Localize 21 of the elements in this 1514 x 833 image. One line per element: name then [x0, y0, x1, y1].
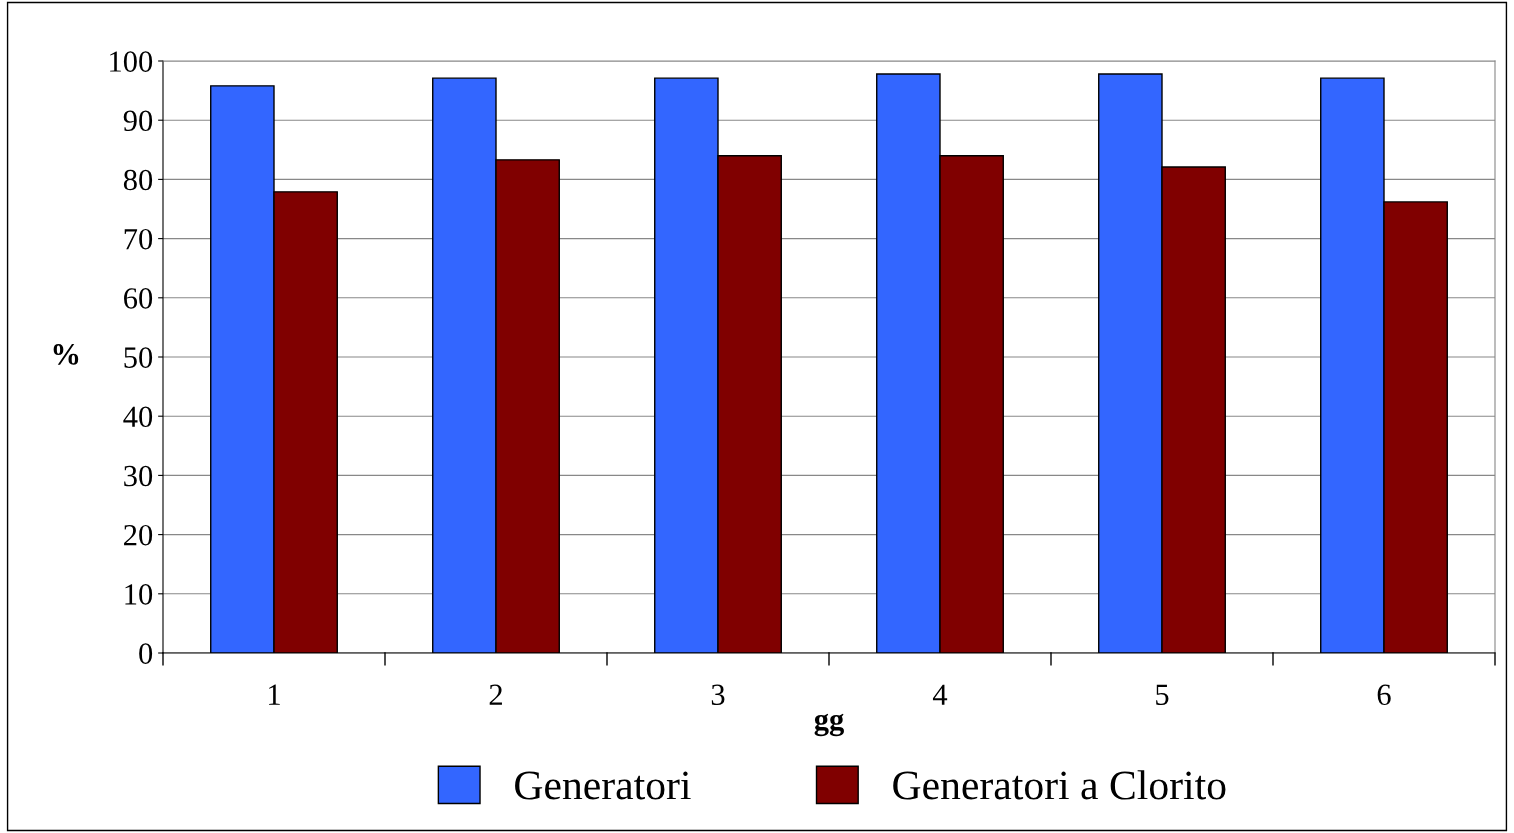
x-tick-label: 4	[932, 684, 948, 705]
x-tick-label: 6	[1377, 684, 1391, 706]
x-tick-label: 1	[269, 684, 280, 705]
y-tick-label: 100	[110, 51, 153, 72]
y-axis-title: %	[53, 344, 79, 365]
y-tick-label: 30	[124, 465, 153, 487]
legend-label: Generatori a Clorito	[893, 770, 1226, 800]
y-tick-label: 70	[124, 228, 153, 250]
x-tick-label: 5	[1156, 684, 1169, 706]
legend-label: Generatori	[515, 771, 691, 800]
y-tick-label: 0	[139, 643, 153, 664]
y-tick-label: 80	[123, 169, 153, 191]
y-tick-label: 20	[124, 524, 153, 546]
y-tick-label: 60	[124, 288, 153, 309]
x-tick-label: 3	[711, 684, 725, 706]
y-tick-label: 40	[123, 406, 153, 428]
x-axis-title: gg	[814, 713, 844, 737]
y-tick-label: 10	[125, 584, 153, 605]
x-tick-label: 2	[489, 684, 502, 705]
y-tick-label: 90	[123, 110, 153, 132]
y-tick-label: 50	[124, 347, 153, 368]
